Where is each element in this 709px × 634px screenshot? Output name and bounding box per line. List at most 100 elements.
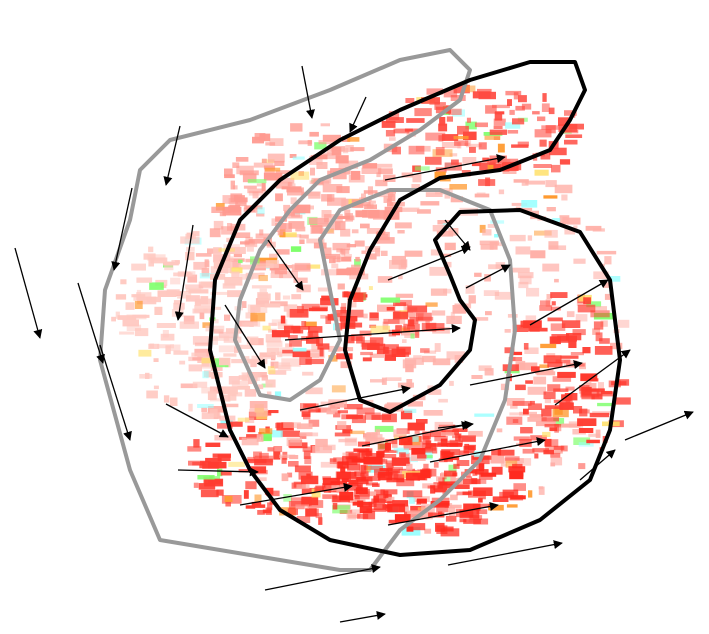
patch (283, 304, 298, 312)
patch (299, 234, 309, 239)
arrow (77, 282, 105, 364)
patch (440, 432, 455, 436)
patch (311, 488, 321, 498)
patch (334, 432, 351, 437)
patch (283, 204, 291, 211)
patch (287, 335, 298, 340)
patch (259, 229, 264, 236)
patch (463, 519, 481, 524)
patch (156, 323, 176, 328)
vector-arrows (14, 65, 694, 623)
patch (399, 452, 406, 457)
patch (517, 141, 529, 147)
patch (559, 159, 571, 165)
patch (306, 264, 321, 269)
patch (336, 268, 351, 276)
patch (236, 165, 254, 175)
patch (485, 105, 497, 114)
patch (532, 157, 538, 161)
patch (527, 235, 533, 241)
patch (518, 95, 527, 103)
patch (224, 495, 233, 502)
arrow (384, 154, 506, 181)
arrow (111, 187, 133, 271)
patch (207, 391, 217, 400)
patch (361, 193, 366, 200)
patch (540, 300, 550, 306)
arrow (224, 304, 266, 369)
patch (210, 319, 219, 324)
patch (291, 326, 311, 330)
patch (566, 311, 575, 318)
patch (259, 428, 273, 435)
patch (568, 340, 577, 348)
patch (369, 337, 384, 347)
patch (373, 494, 392, 503)
patch (435, 106, 449, 114)
patch (550, 306, 561, 311)
patch (534, 230, 552, 236)
patch (527, 417, 547, 422)
patch (573, 406, 583, 414)
patch (331, 385, 346, 393)
patch (363, 313, 368, 319)
patch (476, 509, 488, 515)
patch (192, 381, 208, 388)
patch (148, 246, 154, 253)
patch (308, 326, 323, 333)
patch (275, 170, 291, 175)
patch (291, 264, 311, 272)
patch (274, 270, 288, 275)
patch (254, 133, 266, 141)
patch (509, 234, 526, 242)
patch (421, 355, 436, 363)
patch (337, 461, 349, 469)
patch (210, 291, 230, 295)
patch (509, 109, 515, 115)
patch (340, 466, 346, 473)
patch (350, 170, 361, 180)
patch (418, 316, 434, 321)
patch (423, 463, 429, 472)
patch (380, 250, 388, 256)
patch (417, 498, 427, 504)
patch (538, 486, 545, 495)
patch (555, 359, 571, 364)
patch (166, 289, 180, 295)
patch (193, 439, 200, 448)
patch (530, 250, 546, 259)
patch (463, 85, 476, 93)
patch (441, 449, 461, 456)
patch (352, 287, 361, 295)
patch (505, 460, 518, 468)
patch (238, 259, 243, 264)
patch (541, 408, 552, 417)
patch (191, 352, 207, 357)
patch (559, 402, 574, 410)
patch (424, 528, 432, 534)
patch (267, 366, 276, 374)
patch (209, 408, 218, 418)
patch (375, 429, 380, 435)
patch (505, 90, 522, 96)
patch (479, 240, 499, 246)
patch (235, 197, 248, 203)
patch (209, 386, 226, 394)
patch (257, 207, 265, 215)
patch (407, 422, 425, 431)
patch (505, 456, 520, 461)
patch (441, 253, 452, 257)
patch (332, 258, 341, 263)
patch (307, 140, 312, 146)
patch (547, 384, 561, 392)
patch (369, 312, 379, 321)
patch (560, 129, 579, 134)
patch (389, 137, 396, 141)
patch (577, 418, 597, 426)
patch (333, 457, 344, 465)
patch (377, 276, 393, 283)
patch (335, 155, 349, 164)
arrow (624, 410, 694, 441)
patch (474, 272, 482, 277)
